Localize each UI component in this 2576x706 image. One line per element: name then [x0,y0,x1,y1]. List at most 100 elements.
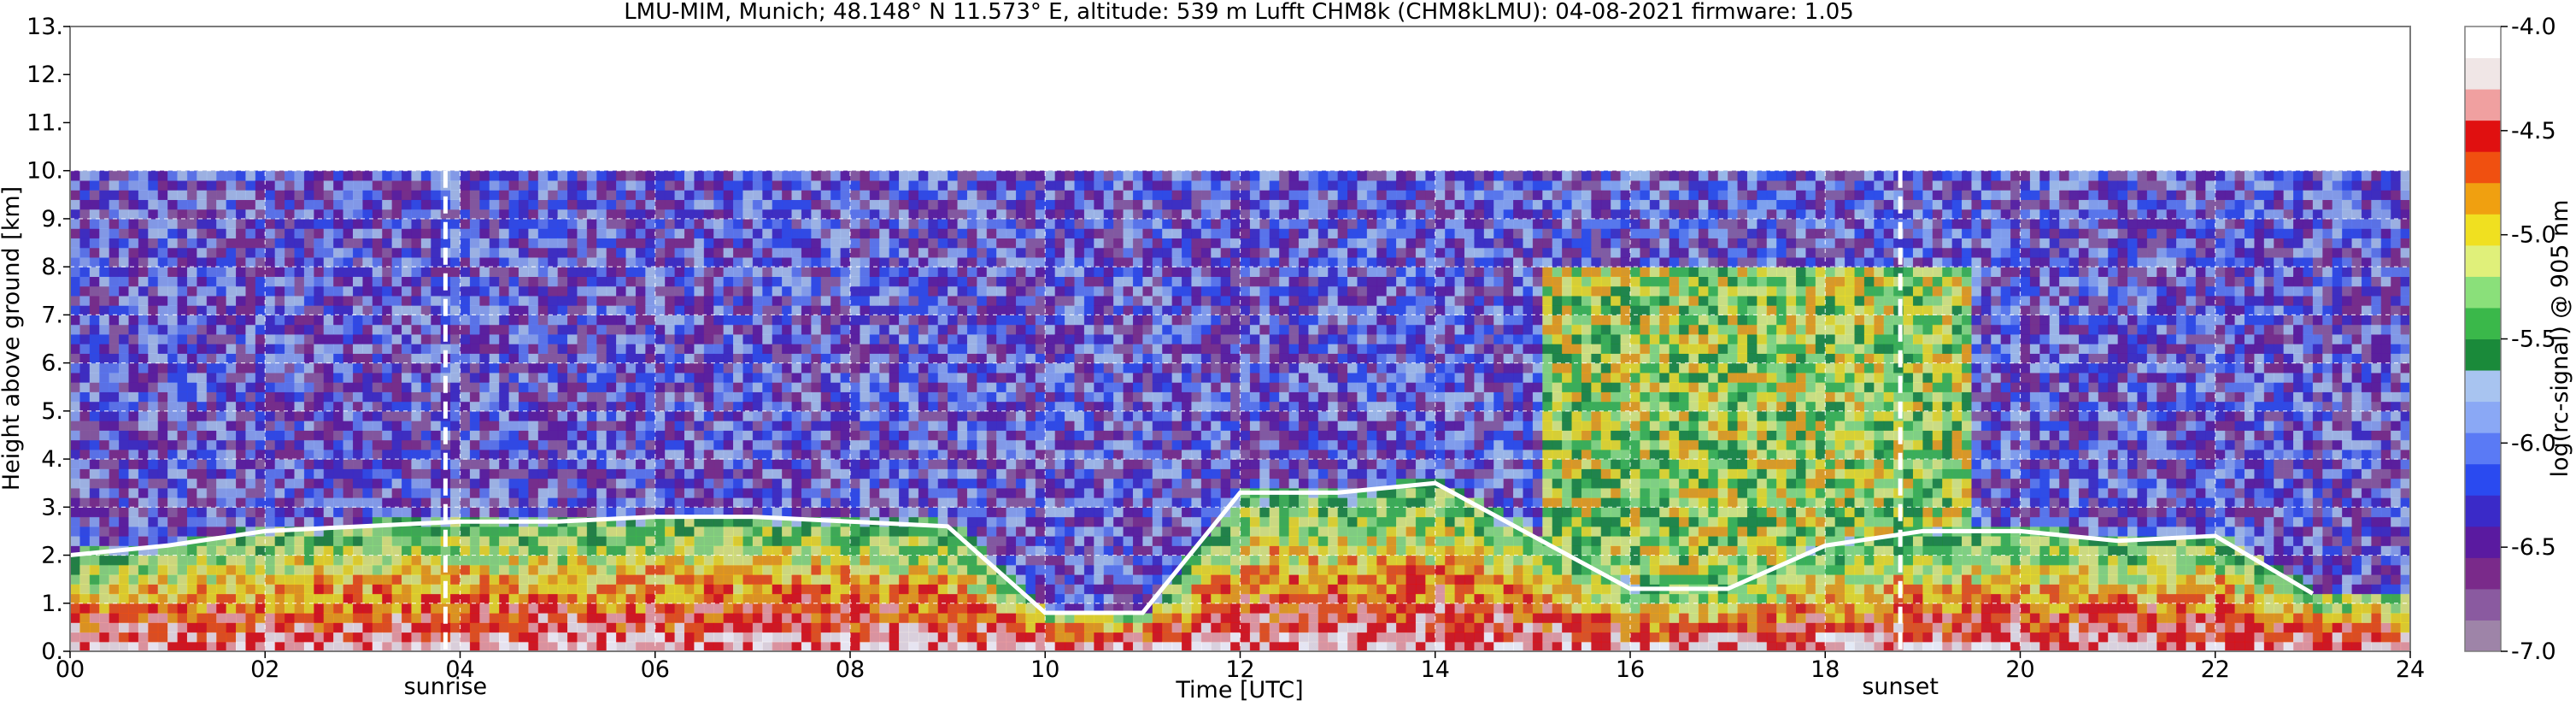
signal-cell [830,247,842,258]
signal-cell [479,228,490,239]
signal-cell [996,468,1007,479]
signal-cell [577,526,588,537]
signal-cell [723,401,734,412]
signal-cell [157,507,168,518]
signal-cell [1006,315,1017,326]
signal-cell [782,247,793,258]
signal-cell [801,516,812,527]
signal-cell [899,439,910,450]
signal-cell [148,276,159,287]
signal-cell [469,256,480,268]
signal-cell [654,632,666,643]
signal-cell [469,179,480,191]
signal-cell [684,190,695,201]
signal-cell [138,641,149,651]
signal-cell [791,641,802,651]
signal-cell [89,593,100,604]
signal-cell [772,372,783,383]
signal-cell [937,430,948,441]
signal-cell [762,333,773,344]
signal-cell [752,516,763,527]
signal-cell [820,507,831,518]
signal-cell [908,632,919,643]
signal-cell [548,199,559,210]
signal-cell [489,507,500,518]
signal-cell [119,526,130,537]
signal-cell [820,238,831,249]
signal-cell [420,170,431,181]
signal-cell [577,353,588,364]
signal-cell [323,507,334,518]
signal-cell [596,459,607,469]
signal-cell [402,190,413,201]
signal-cell [694,256,705,268]
signal-cell [820,362,831,374]
signal-cell [918,603,929,614]
signal-cell [772,632,783,643]
signal-cell [684,622,695,633]
signal-cell [606,641,617,651]
signal-cell [352,516,363,527]
signal-cell [742,516,754,527]
signal-cell [1025,421,1036,431]
signal-cell [586,218,597,229]
signal-cell [733,238,744,249]
signal-cell [606,170,617,181]
signal-cell [860,353,871,364]
signal-cell [752,276,763,287]
signal-cell [206,315,217,326]
signal-cell [889,344,900,354]
signal-cell [148,190,159,201]
signal-cell [869,285,880,297]
signal-cell [450,410,461,421]
signal-cell [138,516,149,527]
signal-cell [265,430,276,441]
signal-cell [928,362,939,374]
signal-cell [167,199,179,210]
signal-cell [255,256,266,268]
signal-cell [528,333,539,344]
signal-cell [518,267,529,277]
signal-cell [723,430,734,441]
signal-cell [694,391,705,403]
signal-cell [684,516,695,527]
signal-cell [811,507,822,518]
signal-cell [294,459,305,469]
signal-cell [772,603,783,614]
signal-cell [713,487,725,498]
signal-cell [119,487,130,498]
signal-cell [1035,285,1046,297]
signal-cell [226,179,237,191]
signal-cell [89,536,100,546]
signal-cell [1035,238,1046,249]
signal-cell [99,613,110,623]
signal-cell [918,228,929,239]
signal-cell [431,315,442,326]
signal-cell [742,487,754,498]
signal-cell [977,372,988,383]
signal-cell [889,247,900,258]
signal-cell [1035,256,1046,268]
signal-cell [713,545,725,556]
signal-cell [226,401,237,412]
signal-cell [323,632,334,643]
signal-cell [1025,362,1036,374]
signal-cell [820,218,831,229]
signal-cell [274,382,285,392]
signal-cell [674,449,685,460]
signal-cell [723,632,734,643]
signal-cell [606,439,617,450]
signal-cell [616,295,627,306]
signal-cell [694,267,705,277]
signal-cell [928,487,939,498]
signal-cell [957,276,968,287]
signal-cell [138,382,149,392]
signal-cell [606,410,617,421]
signal-cell [148,449,159,460]
signal-cell [469,584,480,595]
signal-cell [177,305,188,315]
signal-cell [479,641,490,651]
signal-cell [402,641,413,651]
signal-cell [70,353,81,364]
signal-cell [889,536,900,546]
